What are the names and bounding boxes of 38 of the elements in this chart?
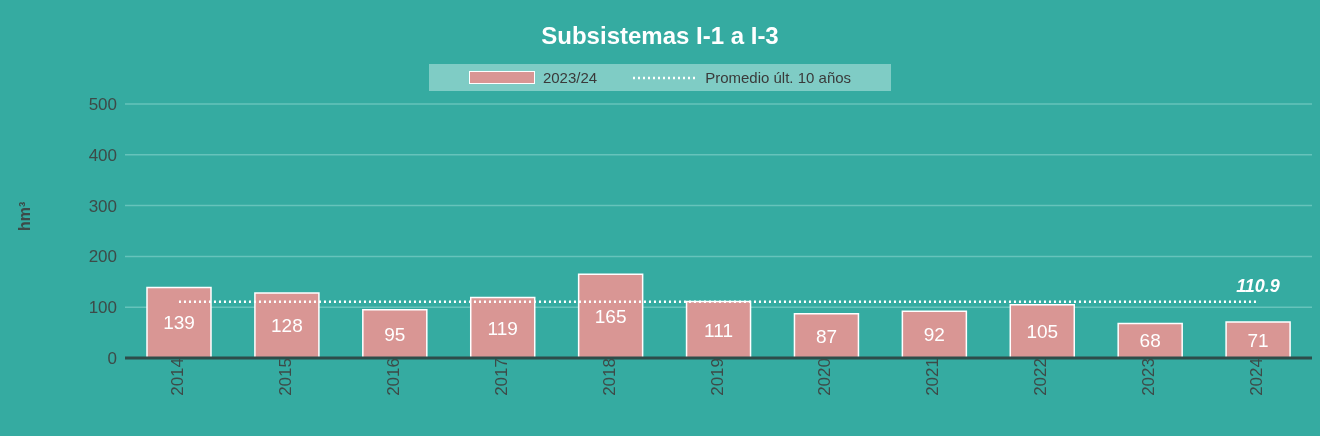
data-label: 95 [384, 323, 406, 345]
x-tick-label: 2023 [1139, 358, 1159, 396]
y-tick-label: 200 [88, 247, 117, 267]
data-label: 105 [1026, 321, 1059, 343]
data-label: 139 [163, 312, 195, 334]
y-tick-label: 500 [88, 95, 117, 115]
bar [1117, 322, 1183, 358]
y-tick-label: 0 [107, 349, 117, 369]
y-tick-label: 400 [88, 145, 117, 165]
y-axis-title: hm³ [15, 201, 33, 231]
legend-label: 2023/24 [542, 69, 598, 86]
y-tick-label: 100 [88, 298, 117, 318]
x-tick-label: 2015 [275, 358, 295, 396]
data-label: 165 [594, 305, 627, 327]
x-tick-label: 2021 [923, 358, 943, 396]
x-tick-label: 2017 [491, 358, 511, 396]
data-label: 68 [1139, 330, 1161, 352]
data-label: 71 [1247, 329, 1269, 351]
data-label: 119 [487, 317, 518, 339]
data-label: 128 [271, 315, 303, 337]
x-tick-label: 2014 [168, 358, 188, 396]
x-tick-label: 2018 [599, 358, 619, 396]
chart-title: Subsistemas I-1 a I-3 [540, 22, 780, 50]
x-tick-label: 2016 [383, 358, 403, 396]
legend-label: Promedio últ. 10 años [705, 69, 852, 86]
x-tick-label: 2022 [1031, 358, 1051, 396]
data-label: 111 [704, 319, 733, 341]
bar [362, 308, 428, 358]
data-label: 110.9 [1236, 275, 1280, 296]
data-label: 87 [815, 325, 838, 347]
y-tick-label: 300 [88, 196, 117, 216]
x-tick-label: 2024 [1247, 358, 1267, 396]
bar [793, 313, 860, 358]
x-tick-label: 2020 [815, 358, 835, 396]
data-label: 92 [923, 324, 945, 346]
x-tick-label: 2019 [707, 358, 727, 396]
bar [1225, 321, 1291, 358]
bar [901, 310, 968, 358]
